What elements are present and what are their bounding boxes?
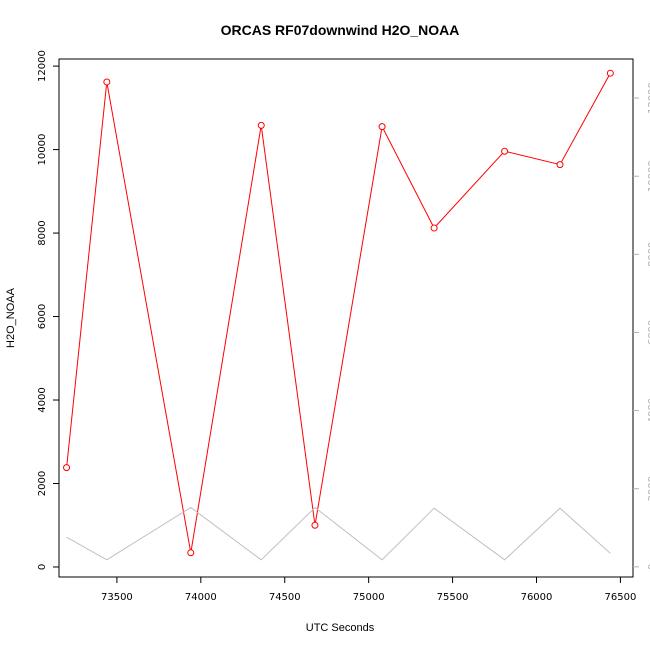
y-axis: 0 2000 4000 6000 8000 10000 12000 — [37, 50, 59, 570]
data-point — [556, 161, 564, 169]
data-point — [378, 123, 386, 131]
y-tick-label: 8000 — [37, 220, 48, 245]
series-line-1 — [66, 506, 611, 561]
y2-tick-label: 12000 — [647, 82, 650, 114]
x-tick-label: 76500 — [605, 592, 637, 603]
y-tick-label: 0 — [37, 564, 48, 570]
y-tick-label: 12000 — [37, 50, 48, 82]
y2-tick-label: 4000 — [647, 398, 650, 423]
series-line-0 — [66, 72, 611, 553]
series-layer — [63, 69, 614, 561]
x-axis: 73500 74000 74500 75000 75500 76000 76500 — [101, 577, 636, 603]
x-tick-label: 75500 — [437, 592, 469, 603]
y2-tick-label: 8000 — [647, 242, 650, 267]
x-tick-label: 76000 — [521, 592, 553, 603]
y-tick-label: 4000 — [37, 387, 48, 412]
y2-axis: 0 2000 4000 6000 8000 10000 12000 — [633, 82, 650, 570]
data-point — [311, 521, 319, 529]
y-axis-label: H2O_NOAA — [5, 287, 17, 348]
data-point — [63, 464, 71, 472]
x-tick-label: 73500 — [101, 592, 133, 603]
data-point — [606, 69, 614, 77]
x-tick-label: 74500 — [269, 592, 301, 603]
y2-tick-label: 10000 — [647, 160, 650, 192]
x-axis-label: UTC Seconds — [306, 622, 375, 634]
y-tick-label: 10000 — [37, 134, 48, 166]
y2-tick-label: 0 — [647, 564, 650, 570]
data-point — [430, 224, 438, 232]
data-point — [257, 121, 265, 129]
data-point — [501, 147, 509, 155]
x-tick-label: 74000 — [185, 592, 217, 603]
plot-frame — [58, 58, 634, 578]
chart-title: ORCAS RF07downwind H2O_NOAA — [221, 22, 460, 38]
data-point — [187, 549, 195, 557]
y-tick-label: 6000 — [37, 304, 48, 329]
y2-tick-label: 2000 — [647, 476, 650, 501]
y-tick-label: 2000 — [37, 471, 48, 496]
x-tick-label: 75000 — [353, 592, 385, 603]
y2-tick-label: 6000 — [647, 320, 650, 345]
data-point — [103, 78, 111, 86]
